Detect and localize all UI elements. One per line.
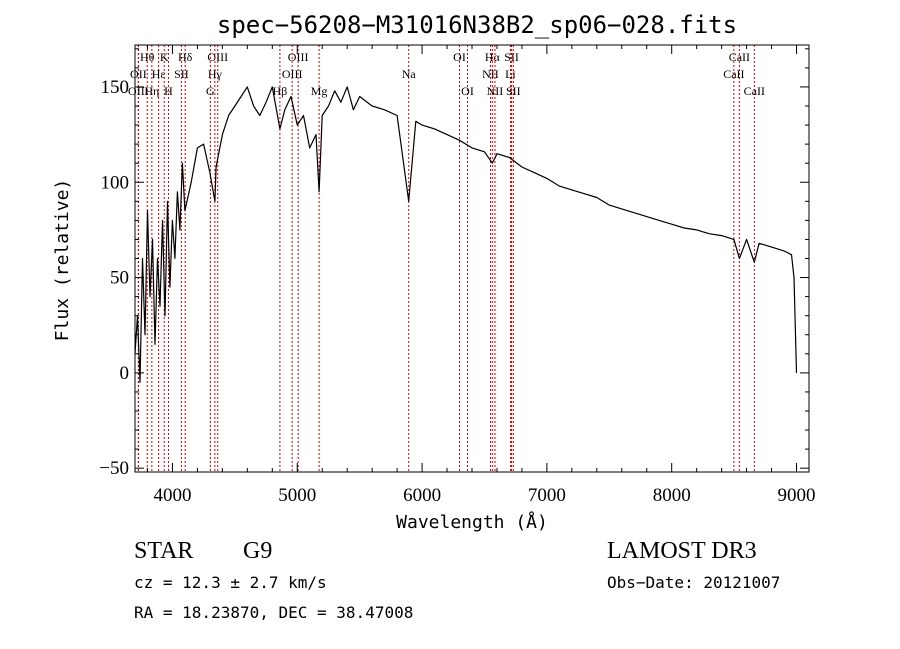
spectral-line-label: Hη: [144, 84, 159, 98]
x-tick-label: 7000: [528, 485, 566, 506]
spectral-line-label: SII: [174, 67, 189, 81]
spectral-line-label: Mg: [311, 84, 328, 98]
spectral-line-label: CaII: [744, 84, 765, 98]
spectral-line-label: K: [160, 50, 169, 64]
spectral-line-label: Na: [402, 67, 417, 81]
x-tick-label: 8000: [653, 485, 691, 506]
spectral-line-label: OI: [453, 50, 466, 64]
spectral-line-label: OIII: [128, 84, 149, 98]
spectral-line-label: Hγ: [208, 67, 223, 81]
y-tick-label: −50: [99, 458, 129, 479]
axis-ticks-layer: 4000 5000 6000 7000 8000 9000 −50 0 50 100 150: [99, 45, 816, 506]
spectral-line-label: Li: [505, 67, 516, 81]
spectral-line-label: H: [164, 84, 173, 98]
x-tick-label: 6000: [403, 485, 441, 506]
spectral-line-label: SII: [504, 50, 519, 64]
spectral-line-label: Hδ: [178, 50, 193, 64]
spectral-line-label: Hβ: [273, 84, 288, 98]
spectral-line-label: G: [206, 84, 215, 98]
y-tick-label: 150: [101, 77, 130, 98]
spectrum-series-layer: [134, 86, 798, 383]
spectral-line-label: OIII: [288, 50, 309, 64]
object-type: STAR: [134, 538, 194, 564]
x-tick-label: 4000: [153, 485, 191, 506]
spectral-line-label: SII: [506, 84, 521, 98]
spectrum-line: [134, 86, 798, 383]
obs-date: Obs−Date: 20121007: [607, 573, 781, 592]
spectral-line-label: CaII: [729, 50, 750, 64]
spectral-line-label: CaII: [723, 67, 744, 81]
x-axis-label: Wavelength (Å): [396, 511, 548, 533]
spectral-line-label: OI: [461, 84, 474, 98]
coordinates: RA = 18.23870, DEC = 38.47008: [134, 603, 414, 622]
x-tick-label: 9000: [778, 485, 816, 506]
chart-title: spec−56208−M31016N38B2_sp06−028.fits: [217, 11, 737, 39]
spectral-line-label: NII: [482, 67, 499, 81]
x-tick-label: 5000: [278, 485, 316, 506]
spectral-line-label: Hα: [485, 50, 501, 64]
spectral-line-label: OIII: [207, 50, 228, 64]
spectral-line-label: Hε: [152, 67, 166, 81]
spectral-line-label: NII: [487, 84, 504, 98]
spectral-class: G9: [243, 538, 273, 564]
spectral-line-label: Hθ: [140, 50, 155, 64]
survey-name: LAMOST DR3: [607, 538, 757, 564]
y-tick-label: 100: [101, 172, 130, 193]
plot-frame: [134, 44, 810, 473]
y-tick-label: 50: [110, 268, 129, 289]
redshift-readout: cz = 12.3 ± 2.7 km/s: [134, 573, 327, 592]
spectral-line-label: OIII: [282, 67, 303, 81]
y-tick-label: 0: [120, 363, 130, 384]
y-axis-label: Flux (relative): [52, 179, 73, 342]
